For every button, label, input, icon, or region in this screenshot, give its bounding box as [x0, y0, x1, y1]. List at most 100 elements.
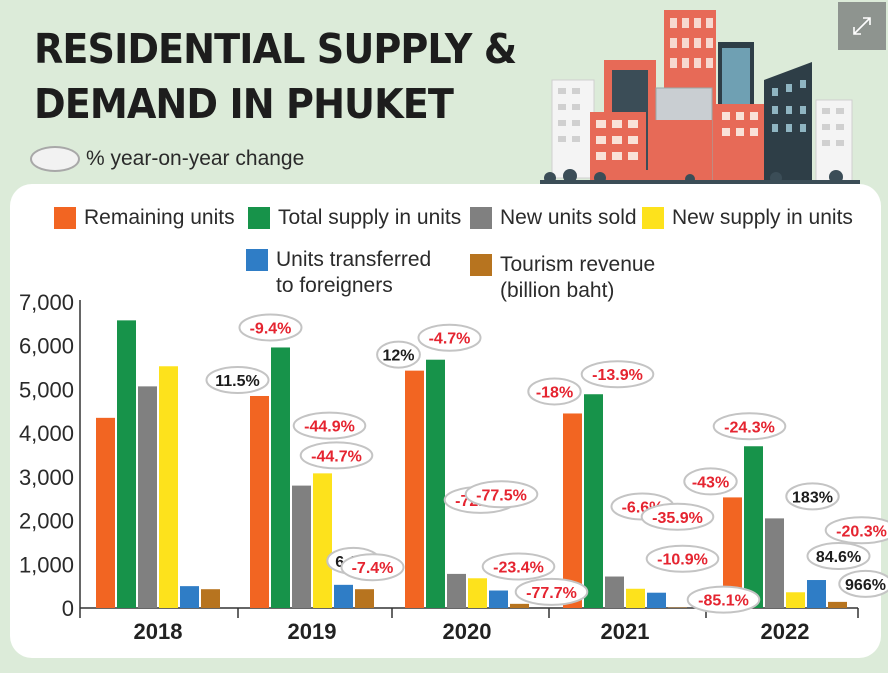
subtitle-text: % year-on-year change — [86, 147, 305, 170]
legend-swatch-transferred — [246, 249, 268, 271]
bar-sold — [138, 386, 157, 608]
change-badge-label: -43% — [692, 474, 729, 491]
bar-new_supply — [626, 588, 645, 608]
change-badge-bg — [712, 412, 787, 441]
change-badge-label: -10.9% — [657, 552, 708, 569]
expand-icon — [853, 17, 871, 35]
bar-sold — [605, 576, 624, 608]
change-badge-bg — [514, 577, 589, 606]
bar-tourism — [828, 601, 847, 608]
change-badge-label: 11.5% — [215, 373, 259, 390]
x-tick-label: 2021 — [601, 619, 650, 644]
y-tick-label: 7,000 — [19, 290, 74, 315]
change-badge-bg — [299, 441, 374, 470]
change-badge-bg — [527, 377, 582, 406]
bar-transferred — [647, 592, 666, 608]
expand-button[interactable] — [838, 2, 886, 50]
legend-label-tourism: Tourism revenue (billion baht) — [500, 252, 655, 304]
change-badge-label: -24.3% — [724, 419, 775, 436]
change-badge-label: -23.4% — [493, 560, 544, 577]
chart-title: RESIDENTIAL SUPPLY & DEMAND IN PHUKET — [34, 22, 517, 132]
change-badge-label: -77.7% — [526, 585, 577, 602]
change-badge-label: -20.3% — [836, 523, 887, 540]
legend-label-sold: New units sold — [500, 206, 637, 229]
y-tick-label: 4,000 — [19, 421, 74, 446]
change-badge-label: -85.1% — [698, 593, 749, 610]
title-line-2: DEMAND IN PHUKET — [34, 80, 454, 128]
change-badge-label: -4.7% — [429, 331, 471, 348]
change-badge-bg — [838, 569, 888, 598]
legend-label-total: Total supply in units — [278, 206, 462, 229]
bar-tourism — [510, 603, 529, 608]
change-badge-bg — [417, 323, 482, 352]
x-tick-label: 2019 — [288, 619, 337, 644]
legend-swatch-remaining — [54, 207, 76, 229]
bar-total — [584, 394, 603, 608]
bar-new_supply — [159, 366, 178, 608]
change-badge-label: 84.6% — [816, 549, 861, 566]
bar-total — [117, 320, 136, 608]
change-badge-label: -13.9% — [592, 367, 643, 384]
change-badge-bg — [292, 411, 367, 440]
bar-total — [744, 446, 763, 608]
change-badge-bg — [785, 482, 840, 511]
change-badge-label: -44.7% — [311, 448, 362, 465]
change-badge-bg — [340, 553, 405, 582]
legend-swatch-tourism — [470, 254, 492, 276]
legend-swatch-total — [248, 207, 270, 229]
legend-swatch-new-supply — [642, 207, 664, 229]
bar-sold — [765, 518, 784, 608]
legend-label-transferred-line-1: Units transferred — [276, 248, 432, 271]
change-badge-bg — [640, 502, 715, 531]
bar-transferred — [334, 584, 353, 608]
change-badge-bg — [238, 313, 303, 342]
legend-label-new-supply: New supply in units — [672, 206, 853, 229]
city-buildings-illustration — [540, 10, 860, 184]
bar-remaining — [405, 370, 424, 608]
bar-new_supply — [468, 578, 487, 608]
legend-label-tourism-line-1: Tourism revenue — [500, 253, 656, 276]
legend-sold: New units sold — [470, 205, 637, 231]
bar-total — [426, 359, 445, 608]
x-tick-label: 2020 — [443, 619, 492, 644]
change-badge-label: 12% — [382, 348, 414, 365]
legend-new-supply: New supply in units — [642, 205, 853, 231]
bar-transferred — [489, 590, 508, 608]
title-line-1: RESIDENTIAL SUPPLY & — [34, 25, 517, 73]
bar-sold — [447, 573, 466, 608]
bar-tourism — [201, 589, 220, 608]
y-tick-label: 6,000 — [19, 334, 74, 359]
bar-remaining — [96, 417, 115, 608]
change-badge-label: -44.9% — [304, 419, 355, 436]
bar-tourism — [355, 589, 374, 608]
change-badge-bg — [481, 552, 556, 581]
change-badge-bg — [580, 360, 655, 389]
legend-tourism: Tourism revenue (billion baht) — [470, 252, 655, 304]
y-tick-label: 2,000 — [19, 509, 74, 534]
change-badge-bg — [464, 480, 539, 509]
bar-remaining — [250, 395, 269, 608]
legend-label-transferred: Units transferred to foreigners — [276, 247, 431, 299]
y-tick-label: 5,000 — [19, 377, 74, 402]
bar-transferred — [807, 580, 826, 608]
legend-label-tourism-line-2: (billion baht) — [500, 279, 615, 302]
change-badge-bg — [205, 365, 270, 394]
subtitle: % year-on-year change — [30, 143, 304, 175]
change-badge-label: 966% — [845, 577, 886, 594]
bar-total — [271, 347, 290, 608]
y-tick-label: 3,000 — [19, 465, 74, 490]
x-tick-label: 2018 — [134, 619, 183, 644]
legend-transferred: Units transferred to foreigners — [246, 247, 431, 299]
change-badge-label: -77.5% — [476, 487, 527, 504]
change-badge-bg — [824, 516, 888, 545]
change-badge-label: -9.4% — [250, 320, 292, 337]
change-badge-bg — [686, 585, 761, 614]
legend-label-transferred-line-2: to foreigners — [276, 274, 393, 297]
y-tick-label: 0 — [62, 596, 74, 621]
y-tick-label: 1,000 — [19, 552, 74, 577]
change-badge-bg — [645, 544, 720, 573]
bar-remaining — [723, 497, 742, 608]
change-badge-bg — [806, 542, 871, 571]
x-tick-label: 2022 — [761, 619, 810, 644]
